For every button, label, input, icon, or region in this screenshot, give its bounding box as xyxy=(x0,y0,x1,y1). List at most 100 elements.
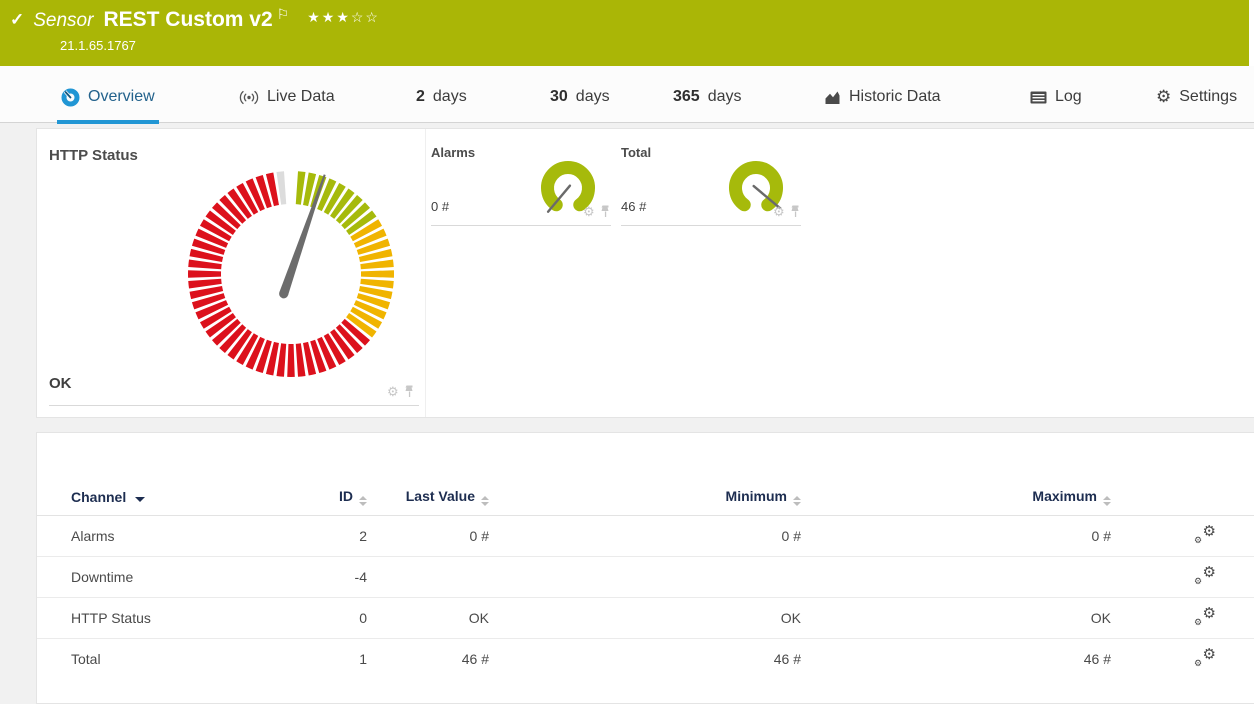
column-header-minimum[interactable]: Minimum xyxy=(489,479,801,516)
priority-stars[interactable]: ★★★☆☆ xyxy=(307,9,380,25)
tab-label: Live Data xyxy=(267,88,335,105)
column-label: Channel xyxy=(71,489,127,505)
gear-icon[interactable]: ⚙ xyxy=(387,384,399,399)
tab-2-days[interactable]: 2 days xyxy=(412,74,471,124)
sensor-version: 21.1.65.1767 xyxy=(60,38,136,53)
channels-table-card: Channel ID Last Value Minimum Maximum Al… xyxy=(36,432,1254,704)
table-row[interactable]: HTTP Status 0 OK OK OK ⚙ ⚙ xyxy=(37,597,1254,639)
gear-icon: ⚙ xyxy=(1156,87,1172,106)
log-list-icon xyxy=(1030,91,1047,104)
table-cell xyxy=(367,556,489,598)
column-header-id[interactable]: ID xyxy=(287,479,367,516)
alarms-mini-gauge xyxy=(541,161,595,213)
tab-log[interactable]: Log xyxy=(1026,74,1086,124)
table-cell: OK xyxy=(367,597,489,639)
channel-settings-cell: ⚙ ⚙ xyxy=(1111,515,1254,557)
table-cell xyxy=(801,556,1111,598)
channel-settings-icon[interactable]: ⚙ ⚙ xyxy=(1194,645,1216,668)
overview-gauges-card: HTTP Status OK ⚙ Alarms 0 # ⚙ Total 46 #… xyxy=(36,128,1254,418)
table-cell: 1 xyxy=(287,638,367,680)
gear-icon[interactable]: ⚙ xyxy=(583,204,595,219)
table-cell: Alarms xyxy=(37,515,287,557)
sort-desc-icon xyxy=(135,497,146,502)
gear-icon[interactable]: ⚙ xyxy=(773,204,785,219)
table-cell: -4 xyxy=(287,556,367,598)
table-cell: Total xyxy=(37,638,287,680)
table-cell: 0 # xyxy=(367,515,489,557)
channels-table: Channel ID Last Value Minimum Maximum Al… xyxy=(37,479,1254,680)
channel-settings-icon[interactable]: ⚙ ⚙ xyxy=(1194,563,1216,586)
tab-label: days xyxy=(707,88,742,105)
column-header-actions xyxy=(1111,479,1254,516)
table-cell: OK xyxy=(801,597,1111,639)
pin-icon[interactable] xyxy=(790,205,801,218)
tab-label: Log xyxy=(1055,88,1082,105)
pin-icon[interactable] xyxy=(600,205,611,218)
alarms-value: 0 # xyxy=(431,199,450,214)
tab-bar: Overview Live Data 2 days 30 days 365 da… xyxy=(0,66,1254,124)
table-row[interactable]: Alarms 2 0 #0 #0 # ⚙ ⚙ xyxy=(37,515,1254,557)
panel-divider xyxy=(431,225,611,226)
tab-label: days xyxy=(432,88,467,105)
total-value: 46 # xyxy=(621,199,647,214)
sort-toggle-icon[interactable] xyxy=(793,496,801,506)
table-cell: 0 xyxy=(287,597,367,639)
tile-divider xyxy=(425,129,426,417)
sort-toggle-icon[interactable] xyxy=(1103,496,1111,506)
table-cell: 46 # xyxy=(489,638,801,680)
table-cell: 0 # xyxy=(801,515,1111,557)
column-label: Last Value xyxy=(405,488,475,504)
tab-number: 365 xyxy=(673,88,700,105)
channel-settings-icon[interactable]: ⚙ ⚙ xyxy=(1194,522,1216,545)
column-label: ID xyxy=(339,488,353,504)
panel-divider xyxy=(621,225,801,226)
tab-30-days[interactable]: 30 days xyxy=(546,74,614,124)
pin-icon[interactable] xyxy=(404,385,415,398)
column-header-maximum[interactable]: Maximum xyxy=(801,479,1111,516)
status-check-icon: ✓ xyxy=(10,10,25,29)
table-cell: OK xyxy=(489,597,801,639)
tab-label: Overview xyxy=(88,88,155,105)
table-cell: 0 # xyxy=(489,515,801,557)
tab-label: Settings xyxy=(1179,88,1238,105)
channel-settings-cell: ⚙ ⚙ xyxy=(1111,597,1254,639)
tab-number: 2 xyxy=(416,88,425,105)
tab-365-days[interactable]: 365 days xyxy=(669,74,746,124)
http-status-panel-title: HTTP Status xyxy=(49,147,138,164)
table-row[interactable]: Downtime -4 ⚙ ⚙ xyxy=(37,556,1254,598)
tab-overview[interactable]: Overview xyxy=(57,74,159,124)
table-cell: 2 xyxy=(287,515,367,557)
sort-toggle-icon[interactable] xyxy=(359,496,367,506)
total-mini-gauge xyxy=(729,161,783,212)
page-title: REST Custom v2 xyxy=(103,8,273,31)
column-header-channel[interactable]: Channel xyxy=(37,479,287,516)
tab-settings[interactable]: ⚙ Settings xyxy=(1152,74,1241,124)
table-header-row: Channel ID Last Value Minimum Maximum xyxy=(37,479,1254,516)
sort-toggle-icon[interactable] xyxy=(481,496,489,506)
table-row[interactable]: Total 1 46 #46 #46 # ⚙ ⚙ xyxy=(37,638,1254,680)
sensor-title-row: ✓ Sensor REST Custom v2 ⚐ ★★★☆☆ xyxy=(10,6,380,32)
table-cell: 46 # xyxy=(367,638,489,680)
channel-settings-icon[interactable]: ⚙ ⚙ xyxy=(1194,604,1216,627)
column-header-last-value[interactable]: Last Value xyxy=(367,479,489,516)
area-chart-icon xyxy=(824,90,841,105)
flag-icon[interactable]: ⚐ xyxy=(276,6,290,22)
table-cell: Downtime xyxy=(37,556,287,598)
gauge-icon xyxy=(61,88,80,107)
channel-settings-cell: ⚙ ⚙ xyxy=(1111,638,1254,680)
column-label: Minimum xyxy=(725,488,787,504)
tab-label: Historic Data xyxy=(849,88,941,105)
scrollbar-track[interactable] xyxy=(1249,0,1254,66)
channel-settings-cell: ⚙ ⚙ xyxy=(1111,556,1254,598)
http-panel-toolbar: ⚙ xyxy=(387,385,415,398)
http-status-gauge xyxy=(188,171,394,377)
tab-number: 30 xyxy=(550,88,568,105)
alarms-panel-title: Alarms xyxy=(431,145,476,160)
table-cell: HTTP Status xyxy=(37,597,287,639)
column-label: Maximum xyxy=(1032,488,1097,504)
tab-historic-data[interactable]: Historic Data xyxy=(820,74,945,124)
total-panel-toolbar: ⚙ xyxy=(773,205,801,218)
tab-live-data[interactable]: Live Data xyxy=(235,74,339,124)
alarms-panel-toolbar: ⚙ xyxy=(583,205,611,218)
http-status-value: OK xyxy=(49,375,72,392)
